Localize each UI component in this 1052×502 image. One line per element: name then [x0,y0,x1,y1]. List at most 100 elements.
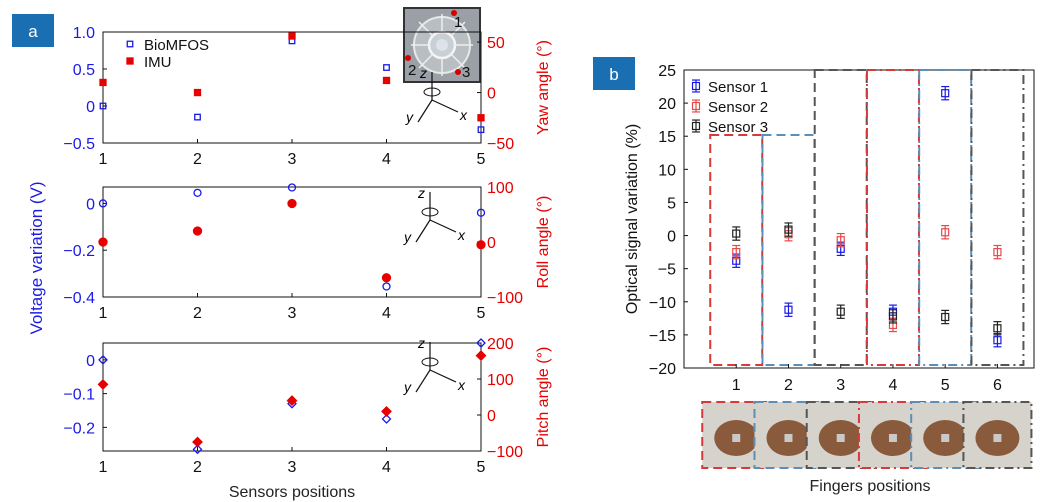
plot-b-point-sensor-2 [836,232,845,248]
plot-a1-xtick-label: 3 [288,151,297,168]
plot-b-point-sensor-2 [732,244,741,260]
plot-a1-ytick-label: 1.0 [73,25,95,42]
plot-a3-axes-icon-y [415,369,431,393]
panel-a-xlabel: Sensors positions [229,484,355,501]
sensor-layout-inset: 1 2 3 [403,7,481,83]
plot-a3-point-biomfos [192,444,203,455]
plot-a1-axis-letter-y: y [405,109,414,125]
plot-a2-point-imu [192,226,203,236]
legend-label-imu: IMU [144,54,172,71]
plot-a2-ytick-label: −0.2 [63,243,95,260]
panel-b-badge: b [609,65,618,84]
plot-a3-xtick-label: 1 [99,459,108,476]
plot-a2-point-imu [381,273,392,283]
plot-a2-ytick-label: −0.4 [63,290,95,307]
hand-photo-frame [962,401,1033,469]
plot-b-xtick-label: 1 [732,377,741,394]
plot-a2-y2tick-label: −100 [487,290,523,307]
legend-marker-imu [126,57,134,65]
inset-label-3: 3 [462,64,470,81]
plot-b-xtick-label: 4 [889,377,898,394]
plot-a2-point-imu [287,198,297,209]
plot-b-ytick-label: −20 [649,361,676,378]
plot-a2-y2tick-label: 0 [487,235,496,252]
plot-a2-axis-letter-z: z [417,185,425,201]
sensor-patch-icon [941,434,950,442]
plot-b-point-sensor-3 [993,321,1002,336]
plot-b-ytick-label: 10 [658,162,676,179]
panel-b-badge-box [593,57,635,90]
plot-a3-axis-letter-z: z [417,335,425,351]
plot-a3-point-biomfos [476,338,486,348]
plot-a3-xtick-label: 5 [477,459,486,476]
plot-a1-ytick-label: −0.5 [63,136,95,153]
panel-a-ylabel: Voltage variation (V) [27,181,46,334]
plot-b-ytick-label: −5 [658,262,676,279]
plot-a1-axes-icon-y [417,99,433,123]
plot-b-point-sensor-3 [888,309,898,324]
legend-label-sensor-2: Sensor 2 [708,99,768,116]
plot-a1-axes-icon-rotation [423,87,441,97]
finger-group-box [813,69,868,366]
plot-a1-y2tick-label: 50 [487,35,505,52]
plot-a2-ytick-label: 0 [86,196,95,213]
sensor-patch-icon [784,434,793,442]
plot-b-point-sensor-2 [993,244,1002,260]
plot-a1-axes-icon-x [431,99,459,113]
plot-b-point-sensor-1 [784,302,793,317]
plot-a1-point-imu [382,76,391,85]
plot-a1-xtick-label: 1 [99,151,108,168]
plot-a1-axis-letter-x: x [459,107,468,123]
plot-b-point-sensor-2 [941,225,950,240]
plot-a2-xtick-label: 2 [193,305,202,322]
plot-a2-xtick-label: 3 [288,305,297,322]
plot-a1-point-imu [477,114,485,122]
plot-b-point-sensor-3 [941,309,950,325]
plot-a2-point-imu [98,237,108,247]
plot-b-xtick-label: 3 [836,377,845,394]
plot-a1-point-biomfos [383,64,390,71]
plot-a3-axis-letter-x: x [457,377,466,393]
plot-a3-ytick-label: −0.1 [63,387,95,404]
plot-b-point-sensor-3 [784,222,793,237]
plot-a3-y2tick-label: 200 [487,336,514,353]
plot-a3-point-imu [475,350,487,362]
plot-b-xtick-label: 6 [993,377,1002,394]
plot-b-ytick-label: 25 [658,63,676,80]
plot-a2-axis-letter-x: x [457,227,466,243]
plot-a2-point-biomfos [98,199,108,208]
hand-photos [701,401,1033,469]
plot-a3-xtick-label: 2 [193,459,202,476]
sensor-patch-icon [836,434,845,442]
plot-a3-point-imu [381,405,392,417]
legend-marker-sensor-2 [691,99,701,113]
plot-a1-point-imu [99,78,107,87]
legend-marker-sensor-3 [691,119,701,133]
plot-b-ylabel: Optical signal variation (%) [624,124,641,314]
sensor-patch-icon [993,434,1002,442]
plot-b-ytick-label: 5 [667,195,676,212]
plot-a1-point-biomfos [194,113,201,121]
plot-a1-ytick-label: 0 [86,99,95,116]
plot-a3-axes-icon: z y x [403,335,466,395]
plot-a2-point-biomfos [287,183,297,192]
plot-a3-y2label: Pitch angle (°) [535,347,552,448]
plot-a1-y2tick-label: −50 [487,136,514,153]
plot-b-ytick-label: 0 [667,229,676,246]
plot-a3-xtick-label: 4 [382,459,391,476]
plot-a2-point-biomfos [382,282,391,291]
plot-a2-axis-letter-y: y [403,229,412,245]
plot-a1-axes-icon: z y x [405,65,468,125]
plot-b-point-sensor-1 [941,85,950,101]
plot-a3-ytick-label: 0 [86,353,95,370]
plot-a1-axis-letter-z: z [419,65,427,81]
plot-a3-axes-icon-x [429,369,457,383]
plot-a2-axes-icon: z y x [403,185,466,245]
plot-a3-y2tick-label: 100 [487,372,514,389]
plot-a2-axes-icon-rotation [421,207,439,217]
plot-a1-xtick-label: 2 [193,151,202,168]
panel-a-badge: a [28,22,38,41]
finger-group-box [761,134,816,366]
plot-a2-xtick-label: 5 [477,305,486,322]
plot-a2-y2tick-label: 100 [487,180,514,197]
